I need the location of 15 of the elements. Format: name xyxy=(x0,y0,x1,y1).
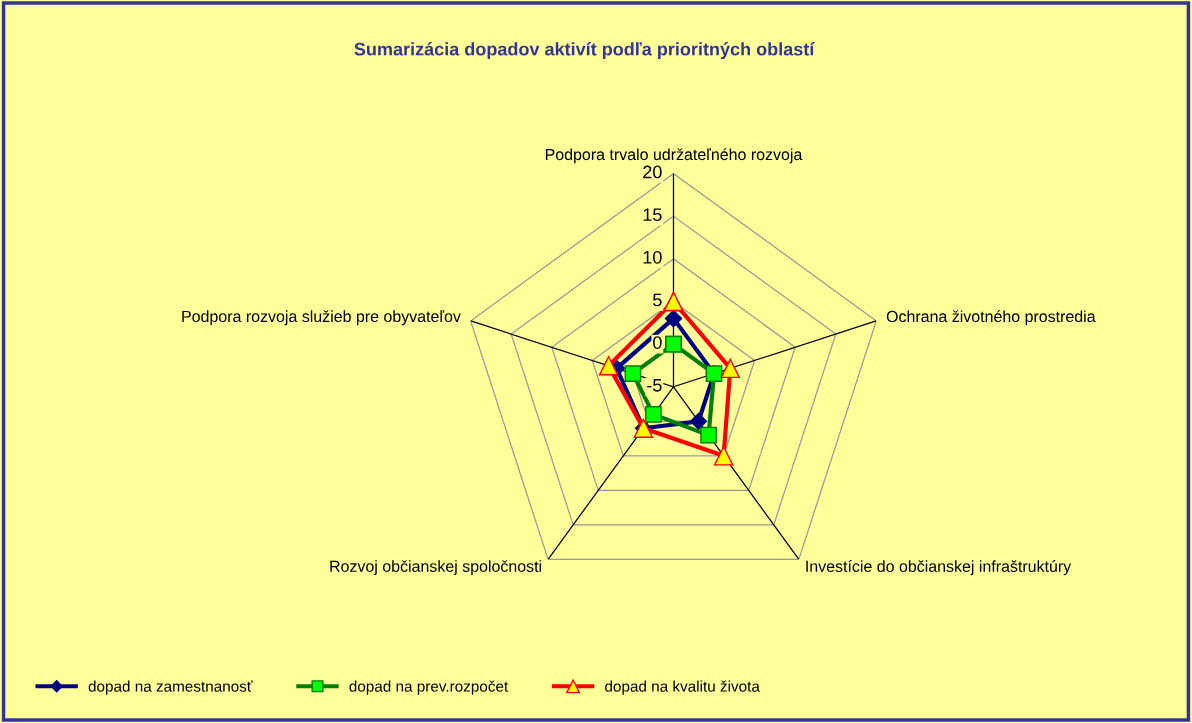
y-tick-label: 0 xyxy=(653,336,662,349)
legend-label: dopad na zamestnanosť xyxy=(88,680,253,695)
spoke-label: Rozvoj občianskej spoločnosti xyxy=(330,560,542,576)
legend-label: dopad na kvalitu života xyxy=(605,680,760,695)
legend-label: dopad na prev.rozpočet xyxy=(349,680,509,695)
y-tick-label: 10 xyxy=(643,250,662,264)
spoke-label: Ochrana životného prostredia xyxy=(886,310,1096,326)
y-tick-label: -5 xyxy=(647,379,662,392)
spoke-label: Podpora trvalo udržateľného rozvoja xyxy=(545,148,803,164)
spoke-label: Investície do občianskej infraštruktúry xyxy=(806,560,1072,576)
y-tick-label: 20 xyxy=(643,165,662,179)
chart-title: Sumarizácia dopadov aktivít podľa prioritných oblastí xyxy=(354,42,815,60)
spoke-label: Podpora rozvoja služieb pre obyvateľov xyxy=(182,310,461,326)
y-tick-label: 15 xyxy=(643,208,662,222)
y-tick-label: 5 xyxy=(653,293,662,307)
